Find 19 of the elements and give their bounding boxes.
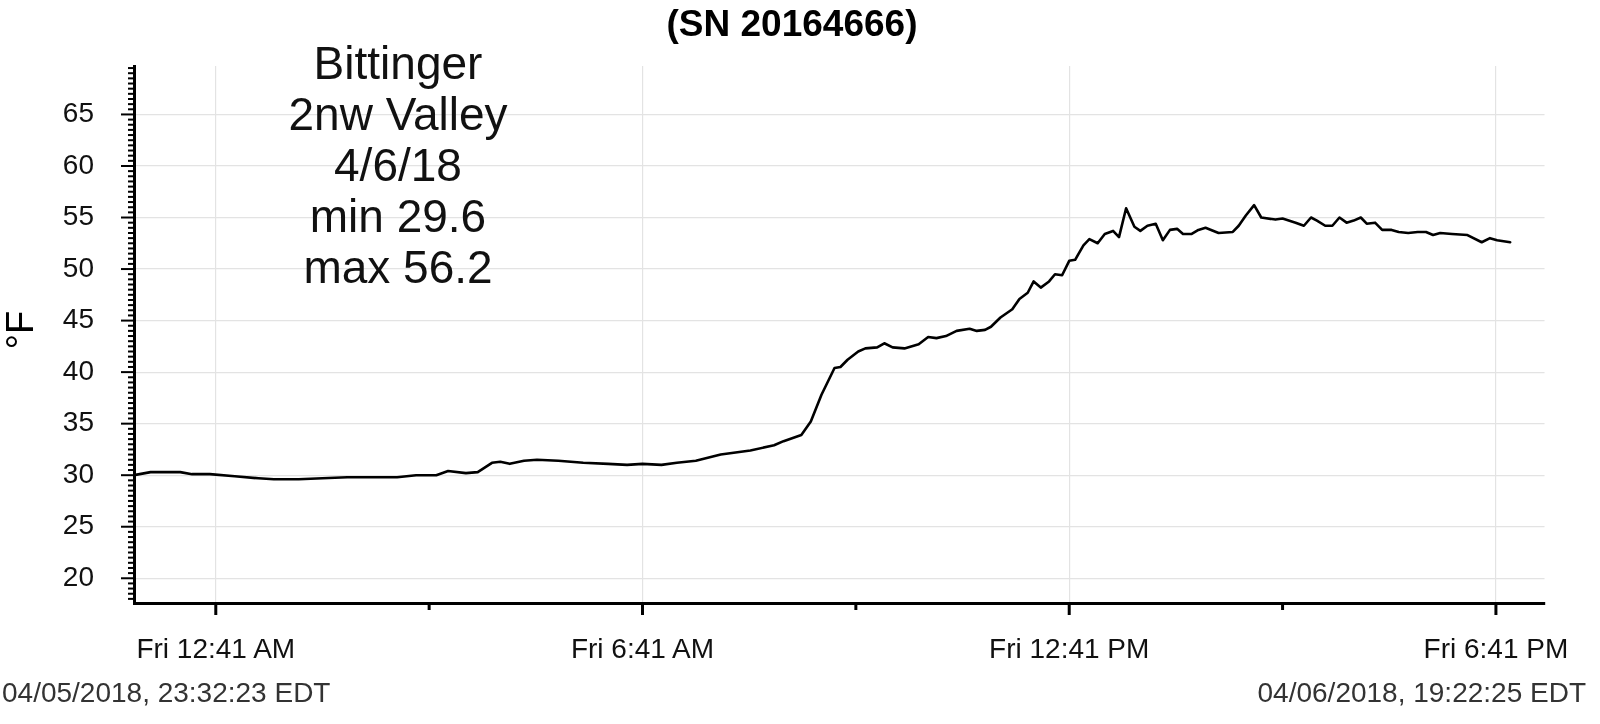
- y-tick-label: 30: [62, 457, 94, 489]
- text: 04/05/2018, 23:32:23 EDT: [2, 677, 331, 708]
- x-tick-label: Fri 12:41 AM: [136, 632, 296, 664]
- y-tick-label: 25: [62, 509, 94, 541]
- text: 04/06/2018, 19:22:25 EDT: [1257, 677, 1586, 708]
- y-tick-label: 60: [62, 148, 94, 180]
- x-tick-label: Fri 6:41 AM: [570, 632, 715, 664]
- y-tick-label: 45: [62, 303, 94, 335]
- x-tick-label: Fri 6:41 PM: [1423, 632, 1569, 664]
- y-tick-label: 50: [62, 251, 94, 283]
- y-tick-label: 55: [62, 200, 94, 232]
- x-tick-label: Fri 12:41 PM: [989, 632, 1150, 664]
- annotation: Bittinger 2nw Valley 4/6/18 min 29.6 max 56.2: [288, 37, 508, 293]
- y-tick-label: 35: [62, 406, 94, 438]
- y-tick-label: 65: [62, 97, 94, 129]
- y-tick-label: 20: [62, 560, 94, 592]
- y-axis-title: °F: [0, 310, 41, 350]
- y-tick-label: 40: [62, 354, 94, 386]
- chart-title: (SN 20164666): [666, 3, 918, 44]
